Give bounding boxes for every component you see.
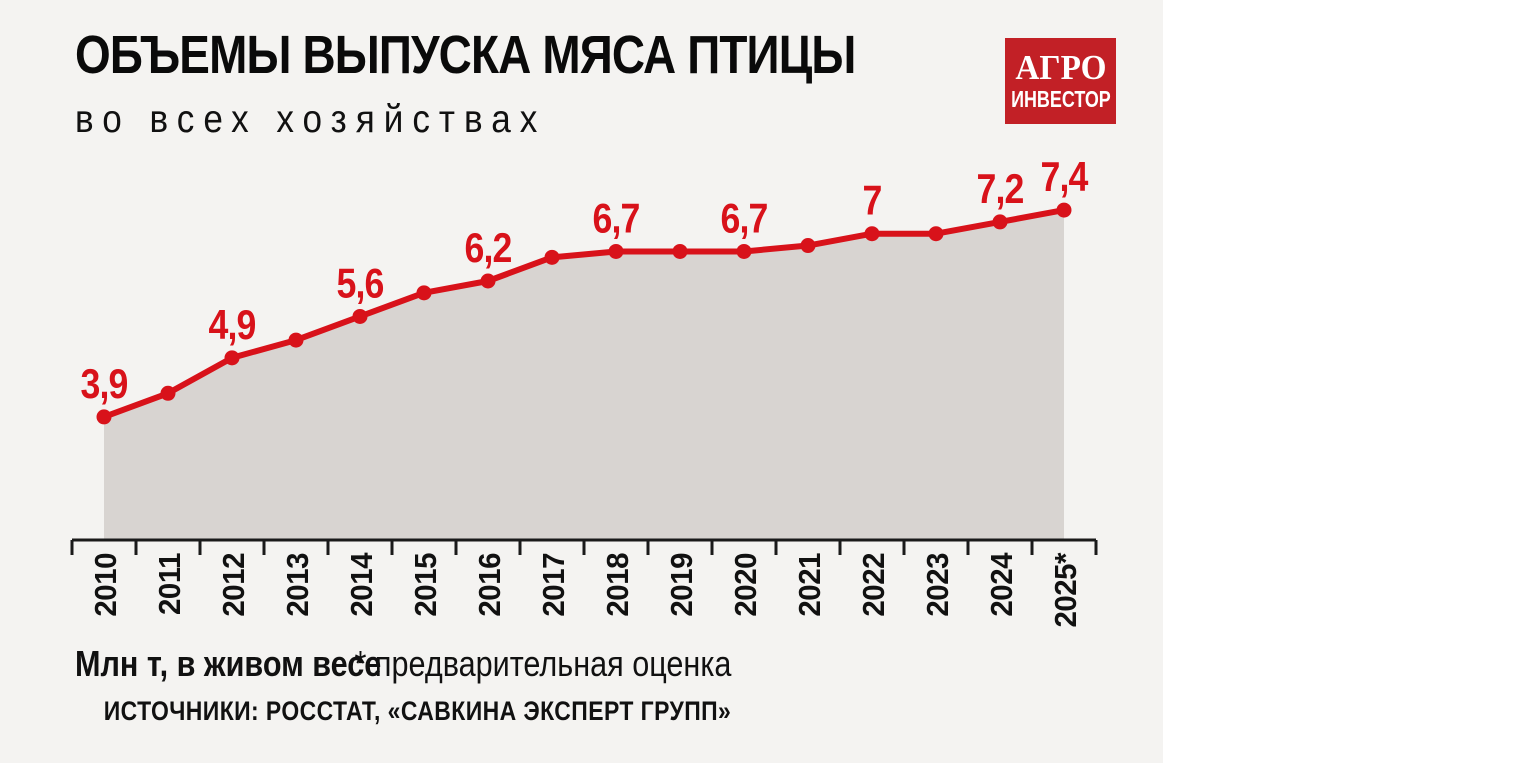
area-line-chart: 3,9 4,9 5,6 6,2 6,7 6,7 7 7,2 7,4 2010 2011 2012 201… <box>70 154 1098 628</box>
chart-area-fill <box>104 210 1064 539</box>
data-point-2015 <box>416 285 432 301</box>
year-label-2022: 2022 <box>857 553 891 617</box>
estimate-note: * предварительная оценка <box>354 643 731 684</box>
value-label-2025: 7,4 <box>1040 154 1088 200</box>
year-label-2017: 2017 <box>537 553 571 617</box>
value-label-2024: 7,2 <box>976 166 1023 212</box>
value-label-2012: 4,9 <box>208 302 255 348</box>
data-point-2025 <box>1056 202 1072 218</box>
value-label-2018: 6,7 <box>592 196 639 242</box>
data-point-2012 <box>224 350 240 366</box>
data-point-2014 <box>352 308 368 324</box>
year-label-2016: 2016 <box>473 553 507 617</box>
data-point-2010 <box>96 409 112 425</box>
data-point-2022 <box>864 226 880 242</box>
unit-note: Млн т, в живом весе <box>75 643 382 684</box>
year-label-2012: 2012 <box>217 553 251 617</box>
year-label-2020: 2020 <box>729 553 763 617</box>
data-point-2023 <box>928 226 944 242</box>
year-label-2013: 2013 <box>281 553 315 617</box>
year-label-2015: 2015 <box>409 553 443 617</box>
data-point-2019 <box>672 243 688 259</box>
sources-note: ИСТОЧНИКИ: РОССТАТ, «САВКИНА ЭКСПЕРТ ГРУ… <box>103 696 731 726</box>
data-point-2016 <box>480 273 496 289</box>
agroinvestor-logo: АГРО ИНВЕСТОР <box>1005 38 1116 124</box>
data-point-2021 <box>800 238 816 254</box>
year-label-2025: 2025* <box>1049 552 1083 627</box>
page-subtitle: во всех хозяйствах <box>75 98 547 141</box>
year-label-2023: 2023 <box>921 553 955 617</box>
data-point-2020 <box>736 243 752 259</box>
value-label-2022: 7 <box>862 178 881 224</box>
value-label-2014: 5,6 <box>336 261 383 307</box>
value-label-2010: 3,9 <box>80 361 127 407</box>
year-label-2018: 2018 <box>601 553 635 617</box>
infographic-card: ОБЪЕМЫ ВЫПУСКА МЯСА ПТИЦЫ во всех хозяйс… <box>0 0 1163 763</box>
chart-line <box>101 207 1067 420</box>
logo-line1: АГРО <box>1014 48 1107 88</box>
data-point-2013 <box>288 332 304 348</box>
value-label-2016: 6,2 <box>464 225 511 271</box>
data-point-2011 <box>160 385 176 401</box>
year-label-2019: 2019 <box>665 553 699 617</box>
year-label-2010: 2010 <box>89 553 123 617</box>
data-point-2018 <box>608 243 624 259</box>
data-point-2024 <box>992 214 1008 230</box>
data-point-2017 <box>544 249 560 265</box>
x-axis <box>70 538 1098 555</box>
page-title: ОБЪЕМЫ ВЫПУСКА МЯСА ПТИЦЫ <box>75 25 856 85</box>
logo-line2: ИНВЕСТОР <box>1010 86 1111 113</box>
value-label-2020: 6,7 <box>720 196 767 242</box>
year-label-2021: 2021 <box>793 553 827 617</box>
year-label-2014: 2014 <box>345 552 379 616</box>
year-label-2024: 2024 <box>985 552 1019 616</box>
year-label-2011: 2011 <box>153 553 187 615</box>
